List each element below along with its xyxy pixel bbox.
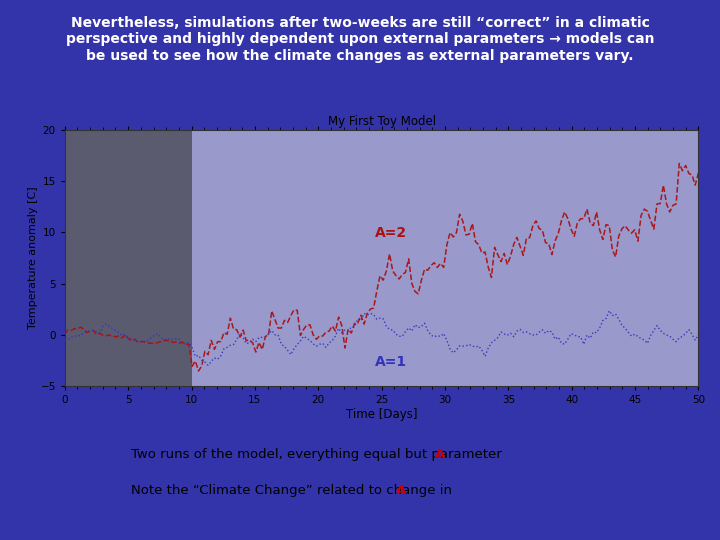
Y-axis label: Temperature anomaly [C]: Temperature anomaly [C] [27,186,37,329]
Text: A=1: A=1 [375,355,408,369]
Title: My First Toy Model: My First Toy Model [328,116,436,129]
Text: Note the “Climate Change” related to change in: Note the “Climate Change” related to cha… [131,483,456,497]
Text: A: A [396,483,406,497]
Text: A=2: A=2 [375,226,408,240]
Text: Nevertheless, simulations after two-weeks are still “correct” in a climatic
pers: Nevertheless, simulations after two-week… [66,16,654,63]
Text: Two runs of the model, everything equal but parameter: Two runs of the model, everything equal … [131,448,506,461]
Text: A: A [435,448,446,461]
X-axis label: Time [Days]: Time [Days] [346,408,418,421]
Bar [65,130,192,386]
